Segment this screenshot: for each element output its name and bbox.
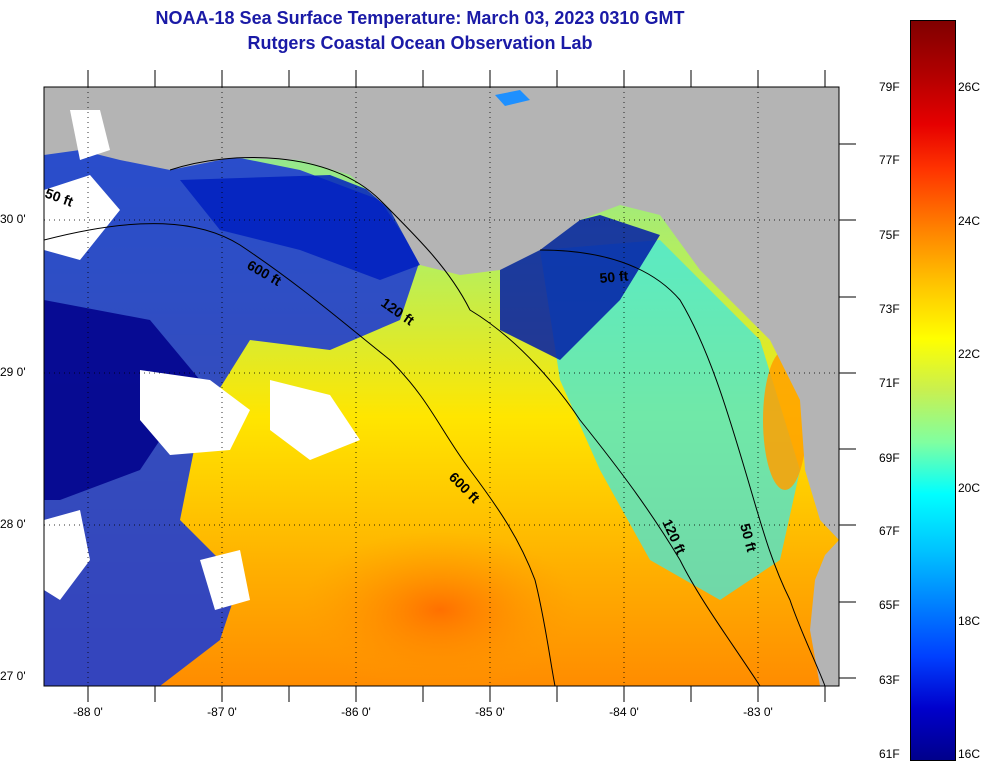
colorbar-label-c: 22C	[958, 347, 981, 361]
colorbar-label-f: 67F	[879, 524, 900, 538]
cloud-patch	[44, 175, 120, 260]
contour-label: 50 ft	[599, 268, 629, 286]
lat-label: 29 0'	[0, 365, 26, 379]
cool-shelf-water	[540, 240, 800, 600]
contour-label: 50 ft	[737, 522, 760, 554]
warm-eddy	[300, 530, 580, 686]
land-mass-peninsula	[810, 540, 839, 686]
colorbar-label-f: 63F	[879, 673, 900, 687]
lon-label: -86 0'	[341, 705, 371, 719]
cloud-patch	[44, 510, 90, 600]
lon-label: -83 0'	[743, 705, 773, 719]
colorbar-label-c: 26C	[958, 80, 981, 94]
colorbar-label-f: 73F	[879, 302, 900, 316]
lon-label: -87 0'	[207, 705, 237, 719]
cloud-patch	[200, 550, 250, 610]
colorbar-label-f: 75F	[879, 228, 900, 242]
lat-label: 30 0'	[0, 212, 26, 226]
lon-label: -84 0'	[609, 705, 639, 719]
colorbar-label-f: 65F	[879, 598, 900, 612]
map-title: NOAA-18 Sea Surface Temperature: March 0…	[155, 8, 685, 28]
cloud-patch	[140, 370, 250, 455]
contour-120ft	[169, 157, 761, 686]
lat-label: 27 0'	[0, 669, 26, 683]
colorbar-label-f: 69F	[879, 451, 900, 465]
frame-ticks	[87, 70, 856, 702]
temperature-colorbar	[910, 20, 956, 761]
colorbar-label-c: 24C	[958, 214, 981, 228]
colorbar-label-f: 77F	[879, 153, 900, 167]
colorbar-label-c: 16C	[958, 747, 981, 761]
contour-50ft	[539, 249, 826, 686]
cold-water-west	[44, 150, 420, 686]
colorbar-label-f: 71F	[879, 376, 900, 390]
inland-lake	[495, 90, 530, 106]
land-mass	[44, 87, 839, 540]
map-subtitle: Rutgers Coastal Ocean Observation Lab	[247, 33, 593, 53]
colorbar-label-c: 18C	[958, 614, 981, 628]
cloud-over-land	[70, 110, 110, 160]
lon-label: -85 0'	[475, 705, 505, 719]
lat-label: 28 0'	[0, 517, 26, 531]
cold-water-bend	[500, 215, 660, 360]
contour-600ft	[44, 223, 556, 686]
lon-label: -88 0'	[73, 705, 103, 719]
cloud-patch	[270, 380, 360, 460]
map-frame	[43, 86, 840, 687]
colorbar-label-f: 61F	[879, 747, 900, 761]
colorbar-label-f: 79F	[879, 80, 900, 94]
colorbar-label-c: 20C	[958, 481, 981, 495]
cold-water-deep	[44, 300, 200, 500]
